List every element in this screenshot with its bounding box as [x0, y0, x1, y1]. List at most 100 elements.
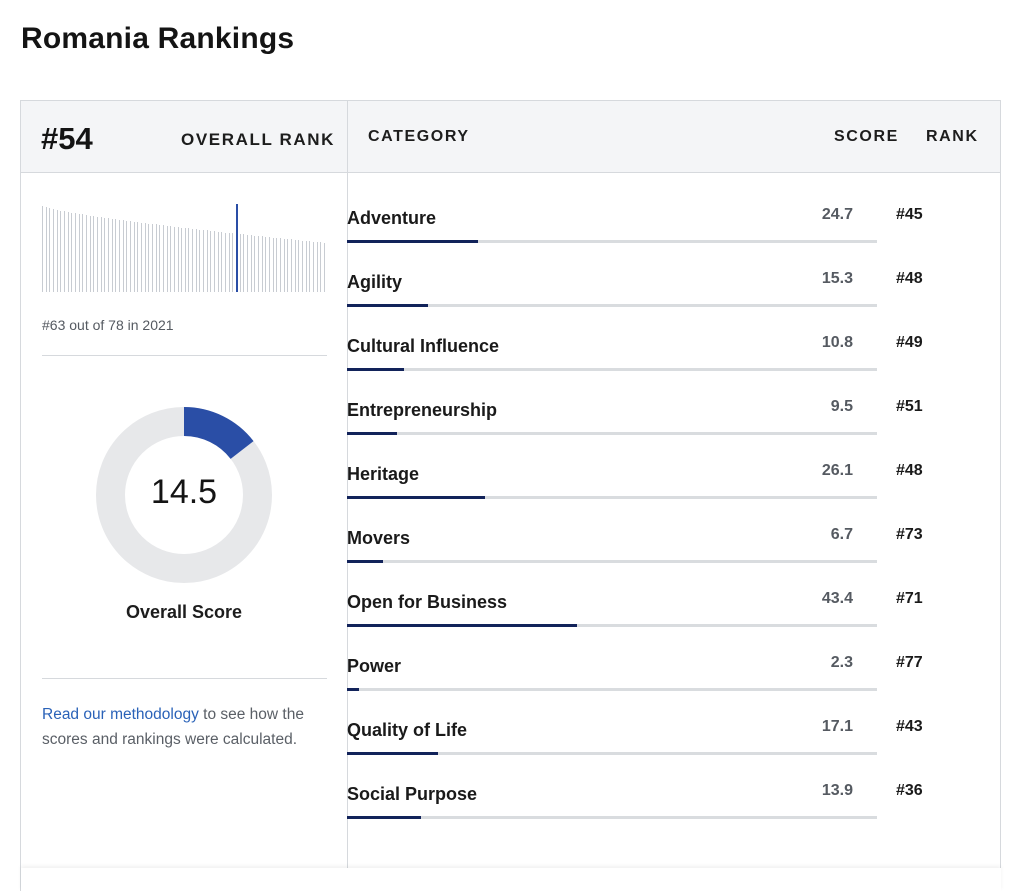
category-score: 6.7: [830, 526, 853, 543]
rank-bar: [126, 220, 128, 292]
score-bar-track: [347, 368, 877, 371]
rank-bar: [324, 242, 325, 292]
category-name: Quality of Life: [347, 720, 468, 740]
rank-bar: [316, 242, 318, 292]
category-rank: #51: [896, 398, 923, 415]
rank-bar: [177, 227, 179, 292]
category-score: 2.3: [830, 654, 853, 671]
rank-bar: [96, 216, 98, 292]
rank-bar: [140, 222, 142, 292]
score-bar-fill: [347, 688, 360, 691]
rank-bar: [52, 209, 54, 292]
category-name: Cultural Influence: [347, 336, 500, 356]
score-bar-track: [347, 496, 877, 499]
rank-bar: [195, 229, 197, 292]
rank-bar: [78, 213, 80, 292]
category-table-header: CATEGORY SCORE RANK: [348, 101, 1000, 173]
overall-rank-value: #54: [41, 121, 93, 156]
category-row: Open for Business 43.4 #71: [347, 583, 957, 647]
score-bar-track: [347, 816, 877, 819]
rank-bar: [243, 234, 245, 292]
score-bar-track: [347, 688, 877, 691]
category-rank: #77: [896, 654, 923, 671]
rank-bar: [42, 205, 43, 292]
rank-bar: [276, 237, 278, 292]
rank-bar: [67, 211, 69, 292]
score-bar-fill: [347, 368, 405, 371]
category-row: Entrepreneurship 9.5 #51: [347, 391, 957, 455]
rank-bar: [45, 207, 47, 292]
overall-score-donut: [96, 407, 272, 583]
rank-bar: [283, 238, 285, 292]
score-bar-track: [347, 752, 877, 755]
methodology-note: Read our methodology to see how the scor…: [42, 702, 327, 752]
rank-bar: [184, 227, 186, 292]
category-name: Entrepreneurship: [347, 400, 498, 420]
category-score: 26.1: [821, 462, 853, 479]
rank-column-header: RANK: [926, 128, 979, 145]
rank-bar: [118, 219, 120, 292]
score-bar-track: [347, 240, 877, 243]
category-name: Agility: [347, 272, 403, 292]
score-bar-fill: [347, 496, 486, 499]
rank-bar: [320, 242, 322, 292]
category-name: Power: [347, 656, 402, 676]
rank-bar: [228, 232, 230, 292]
category-score: 24.7: [821, 206, 853, 223]
score-bar-track: [347, 304, 877, 307]
score-bar-fill: [347, 432, 398, 435]
rank-bar: [56, 209, 58, 292]
rank-distribution-chart: [42, 204, 326, 292]
rank-bar: [170, 226, 172, 292]
divider: [42, 355, 327, 356]
category-name: Adventure: [347, 208, 437, 228]
category-rank: #48: [896, 270, 923, 287]
category-rank: #45: [896, 206, 923, 223]
rank-bar: [210, 230, 212, 292]
overall-score-value: 14.5: [150, 473, 218, 511]
score-bar-fill: [347, 240, 478, 243]
category-row: Movers 6.7 #73: [347, 519, 957, 583]
rank-bar: [239, 234, 241, 292]
rank-bar: [272, 237, 274, 292]
rank-bar: [206, 230, 208, 292]
rank-bar: [151, 224, 153, 292]
score-bar-fill: [347, 752, 438, 755]
rank-bar: [93, 216, 95, 292]
rank-bar: [82, 214, 84, 292]
category-row: Cultural Influence 10.8 #49: [347, 327, 957, 391]
rank-bar: [217, 231, 219, 292]
rank-bar: [137, 222, 139, 292]
rank-bar: [298, 240, 300, 292]
rank-bar: [261, 236, 263, 292]
rank-bar: [280, 238, 282, 292]
category-score: 10.8: [821, 334, 853, 351]
rank-bar: [254, 235, 256, 292]
category-score: 13.9: [821, 782, 853, 799]
rank-bar: [287, 239, 289, 292]
overall-rank-header: #54 OVERALL RANK: [21, 101, 348, 173]
rank-bar: [89, 215, 91, 292]
rank-bar: [269, 237, 271, 292]
rank-bar: [100, 217, 102, 292]
rank-bar: [104, 217, 106, 292]
rank-bar: [225, 232, 227, 292]
divider: [42, 678, 327, 679]
methodology-link[interactable]: Read our methodology: [42, 706, 199, 723]
score-bar-fill: [347, 560, 383, 563]
rank-bar: [129, 221, 131, 292]
rank-bar: [148, 223, 150, 292]
rank-bar: [291, 239, 293, 292]
rank-bar: [199, 229, 201, 292]
rank-bar: [294, 239, 296, 292]
category-score: 9.5: [830, 398, 853, 415]
rank-bar: [107, 218, 109, 292]
category-name: Heritage: [347, 464, 420, 484]
category-rank: #49: [896, 334, 923, 351]
rank-bar: [214, 231, 216, 292]
rank-bar: [192, 228, 194, 292]
category-row: Power 2.3 #77: [347, 647, 957, 711]
score-bar-fill: [347, 624, 578, 627]
category-row: Agility 15.3 #48: [347, 263, 957, 327]
rank-bar: [162, 225, 164, 292]
